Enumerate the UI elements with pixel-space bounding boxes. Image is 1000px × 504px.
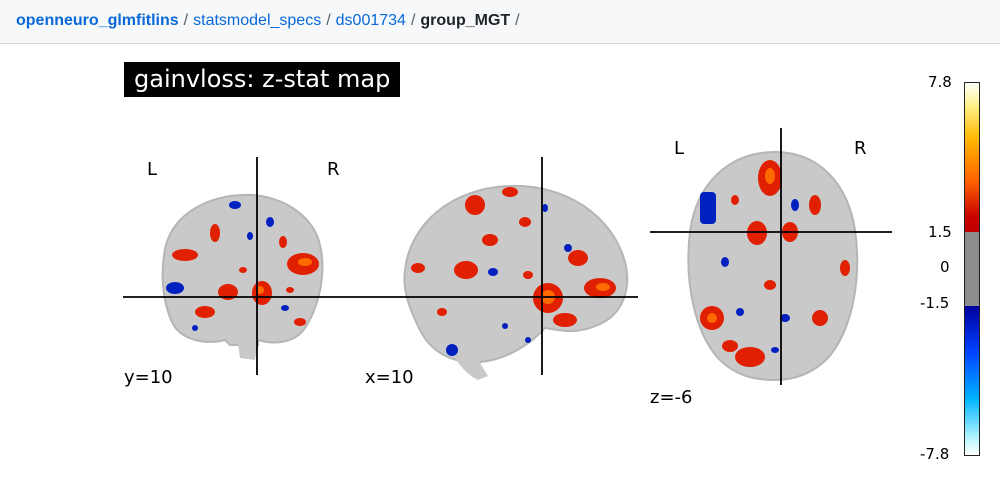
colorbar-positive-threshold-label: 1.5 xyxy=(928,223,952,241)
sagittal-cut-label: x=10 xyxy=(365,367,414,388)
axial-left-label: L xyxy=(674,138,685,159)
figure-title: gainvloss: z-stat map xyxy=(124,62,401,97)
colorbar-zero-label: 0 xyxy=(940,258,950,276)
colorbar-negative-threshold-label: -1.5 xyxy=(920,294,950,312)
breadcrumb-separator: / xyxy=(183,12,189,29)
coronal-cut-label: y=10 xyxy=(124,367,173,388)
coronal-crosshair xyxy=(123,157,400,375)
breadcrumb-separator: / xyxy=(410,12,416,29)
breadcrumb-link-repo[interactable]: openneuro_glmfitlins xyxy=(16,12,179,29)
breadcrumb-separator: / xyxy=(326,12,331,29)
axial-brain-slice xyxy=(687,150,859,382)
coronal-negative-clusters xyxy=(166,201,289,331)
sagittal-brain-slice xyxy=(403,184,629,380)
sagittal-crosshair xyxy=(400,157,638,375)
axial-right-label: R xyxy=(854,138,867,159)
breadcrumb: openneuro_glmfitlins / statsmodel_specs / ds… xyxy=(16,11,525,31)
axial-cut-label: z=-6 xyxy=(650,387,693,408)
breadcrumb-link-specs[interactable]: statsmodel_specs xyxy=(193,12,322,29)
breadcrumb-link-dataset[interactable]: ds001734 xyxy=(335,12,406,29)
sagittal-negative-clusters xyxy=(446,204,572,356)
breadcrumb-bar: openneuro_glmfitlins / statsmodel_specs / ds… xyxy=(0,0,1000,44)
coronal-left-label: L xyxy=(147,159,158,180)
colorbar-min-label: -7.8 xyxy=(920,445,950,463)
breadcrumb-current: group_MGT xyxy=(420,12,511,29)
colorbar-max-label: 7.8 xyxy=(928,73,952,91)
colorbar xyxy=(964,82,980,456)
axial-negative-clusters xyxy=(700,192,799,353)
coronal-right-label: R xyxy=(327,159,340,180)
axial-crosshair xyxy=(650,128,892,385)
breadcrumb-separator: / xyxy=(515,12,520,29)
